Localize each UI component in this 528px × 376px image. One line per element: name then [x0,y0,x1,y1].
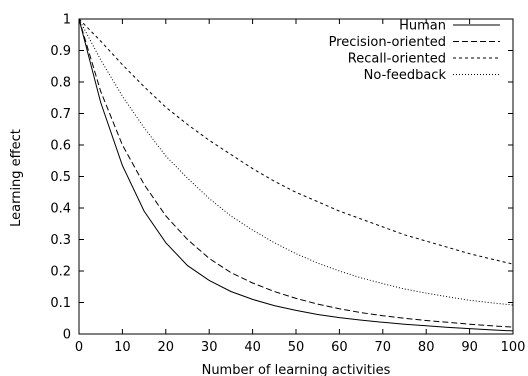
series-line-human [78,18,514,332]
y-tick-label: 0.1 [50,296,71,311]
x-tick-label: 100 [501,340,526,355]
y-tick-label: 0.5 [50,170,71,185]
series-layer [78,18,514,332]
y-axis: 0 0.1 0.2 0.3 0.4 0.5 0.6 0.7 0.8 0.9 1 [50,13,513,343]
y-tick-label: 0.8 [50,76,71,91]
x-tick-label: 50 [288,340,305,355]
y-tick-label: 0.6 [50,139,71,154]
y-tick-label: 0.4 [50,202,71,217]
y-tick-label: 0.3 [50,233,71,248]
y-axis-title: Learning effect [9,129,24,227]
y-tick-label: 0.9 [50,44,71,59]
x-axis: 0 10 20 30 40 50 60 70 80 90 100 [75,19,526,355]
y-tick-label: 0.7 [50,107,71,122]
series-line-recall-oriented [78,18,514,265]
plot-area [78,18,514,335]
x-tick-label: 10 [114,340,131,355]
y-tick-label: 1 [63,13,71,28]
x-tick-label: 60 [331,340,348,355]
series-line-no-feedback [78,18,514,306]
x-axis-title: Number of learning activities [202,363,391,376]
x-tick-label: 80 [418,340,435,355]
legend-label: Recall-oriented [348,52,446,67]
x-tick-label: 40 [244,340,261,355]
legend-label: No-feedback [364,68,447,83]
y-tick-label: 0 [63,328,71,343]
x-tick-label: 70 [375,340,392,355]
series-line-precision-oriented [78,18,514,328]
x-tick-label: 0 [75,340,83,355]
legend-label: Precision-oriented [329,35,446,50]
x-tick-label: 20 [158,340,175,355]
x-tick-label: 30 [201,340,218,355]
plot-frame [78,18,514,335]
legend-label: Human [399,19,446,34]
x-tick-label: 90 [461,340,478,355]
y-tick-label: 0.2 [50,265,71,280]
